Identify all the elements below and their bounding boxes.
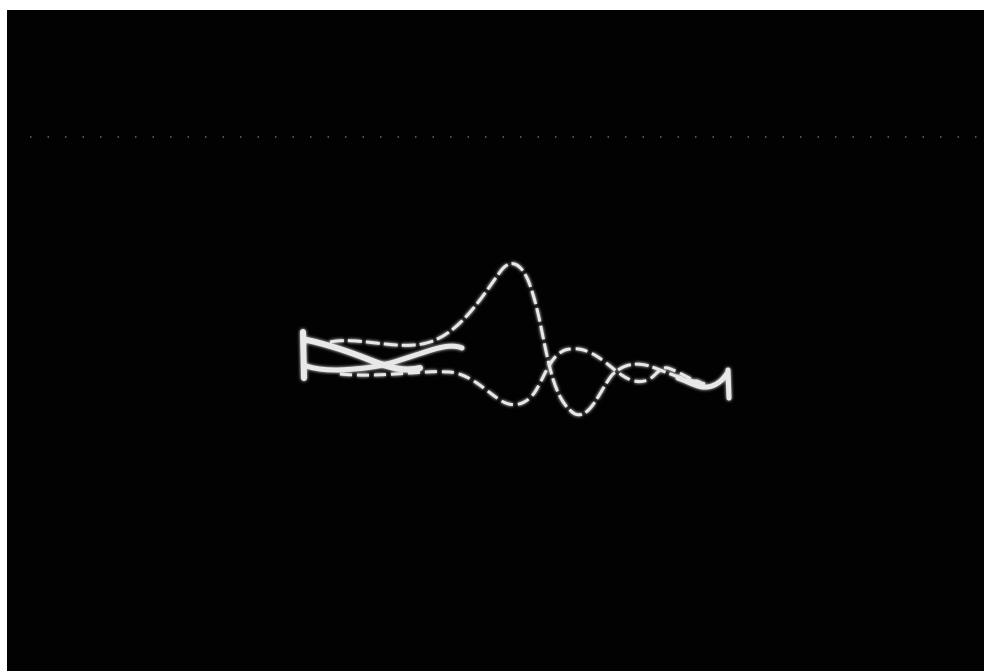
oscilloscope-screen (7, 10, 984, 671)
trace-left-bundle (300, 329, 423, 381)
trace-left-bundle-2 (303, 343, 465, 373)
trace-upper-peak (329, 262, 701, 417)
trace-lower-trough (339, 347, 706, 407)
trace-right-bundle (675, 367, 732, 401)
